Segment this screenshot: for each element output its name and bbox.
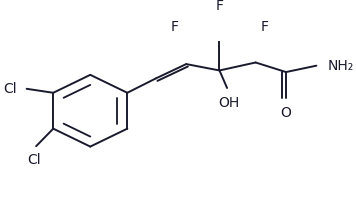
Text: F: F	[171, 20, 179, 34]
Text: Cl: Cl	[27, 153, 41, 167]
Text: NH₂: NH₂	[328, 59, 354, 73]
Text: F: F	[215, 0, 224, 13]
Text: OH: OH	[218, 96, 240, 110]
Text: O: O	[281, 106, 292, 120]
Text: F: F	[260, 20, 268, 34]
Text: Cl: Cl	[4, 82, 17, 96]
